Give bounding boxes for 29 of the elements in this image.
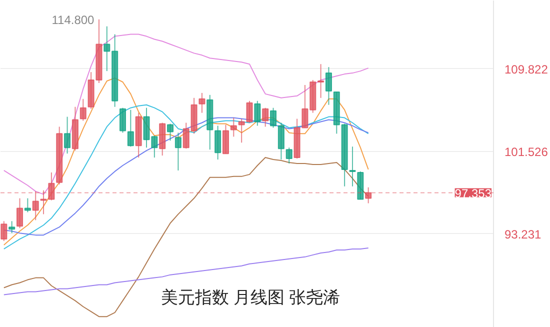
candlestick <box>16 198 24 229</box>
candlestick <box>127 109 134 148</box>
candlestick <box>286 147 292 164</box>
candlestick <box>119 107 126 134</box>
candlestick <box>80 98 86 122</box>
candlestick <box>64 116 71 154</box>
candlestick <box>254 100 261 126</box>
candlestick <box>32 190 39 221</box>
line-series <box>3 78 369 246</box>
candlestick <box>174 132 182 171</box>
candlestick <box>349 146 356 187</box>
candlestick <box>365 186 372 204</box>
candlestick <box>198 92 206 114</box>
y-tick-label: 101.526 <box>504 144 548 159</box>
candlestick <box>0 220 8 242</box>
candlestick <box>167 123 174 142</box>
y-tick-label: 93.231 <box>504 227 542 242</box>
candlestick <box>325 66 332 106</box>
annotation: 114.800 <box>52 12 95 27</box>
candlestick <box>262 107 269 128</box>
ref-line-label: 97.353 <box>454 186 492 200</box>
candlestick <box>8 220 16 234</box>
candlestick <box>230 117 237 138</box>
line-series <box>3 104 369 250</box>
annotation: 美元指数 月线图 张尧浠 <box>160 288 340 307</box>
y-tick-label: 109.822 <box>504 62 548 76</box>
candlestick <box>214 125 222 160</box>
candlestick <box>222 124 229 154</box>
candlestick <box>24 198 31 213</box>
